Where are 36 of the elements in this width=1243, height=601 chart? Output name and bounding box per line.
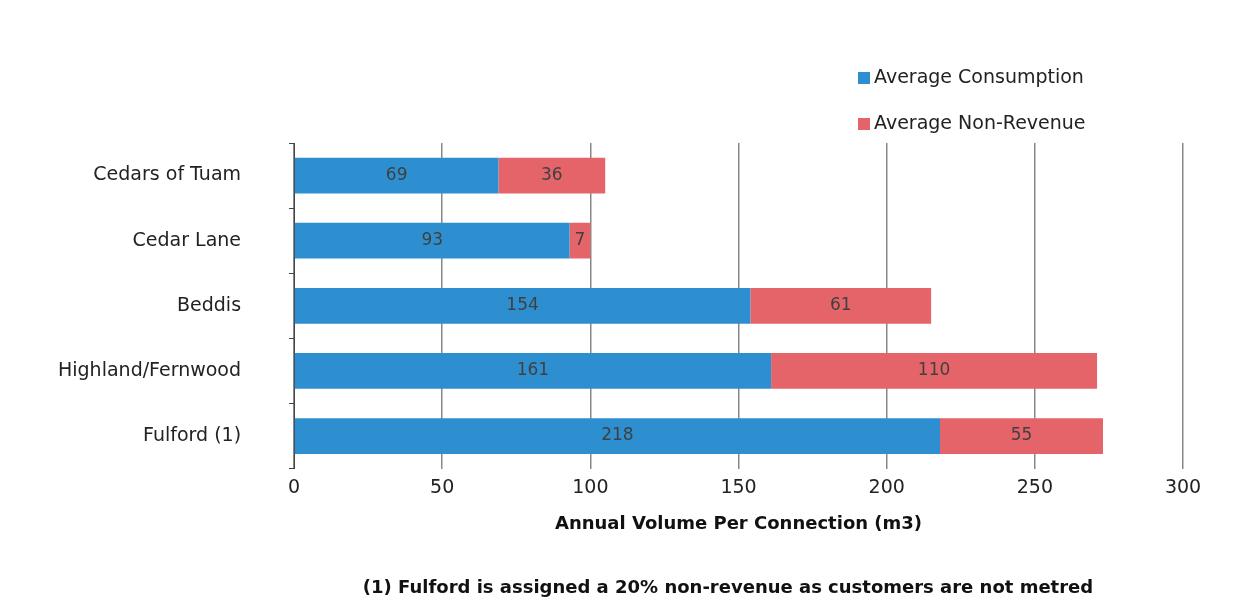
x-tick-label: 200: [868, 474, 905, 497]
legend-label: Average Non-Revenue: [874, 110, 1086, 133]
legend-label: Average Consumption: [874, 64, 1084, 87]
y-tick-label: Highland/Fernwood: [58, 357, 242, 380]
x-tick-label: 150: [720, 474, 757, 497]
data-label: 7: [574, 229, 586, 250]
data-label: 110: [917, 359, 951, 380]
data-label: 61: [829, 294, 852, 315]
data-label: 154: [506, 294, 539, 315]
y-tick-label: Cedars of Tuam: [93, 162, 242, 185]
y-tick-label: Beddis: [177, 292, 242, 315]
bar: [498, 157, 606, 194]
bar: [294, 157, 499, 194]
data-label: 161: [516, 359, 550, 380]
bar: [294, 287, 751, 324]
text: (1) Fulford is assigned a 20% non-revenue as customers are not metred: [362, 575, 1094, 597]
bar: [750, 287, 932, 324]
bar: [294, 418, 941, 454]
data-label: 69: [385, 163, 408, 184]
x-tick-label: 0: [288, 474, 301, 497]
data-label: 36: [541, 163, 563, 184]
x-tick-label: 100: [572, 474, 609, 497]
bar: [569, 222, 591, 259]
bar: [294, 353, 772, 389]
y-tick-label: Fulford (1): [143, 422, 242, 445]
bar: [771, 353, 1098, 389]
x-tick-label: 50: [430, 474, 455, 497]
x-axis-title: Annual Volume Per Connection (m3): [554, 511, 923, 533]
x-tick-label: 300: [1164, 474, 1202, 497]
data-label: 55: [1010, 424, 1033, 445]
y-tick-label: Cedar Lane: [132, 227, 242, 250]
bar: [294, 222, 570, 259]
data-label: 218: [601, 424, 634, 445]
data-label: 93: [421, 229, 444, 250]
x-tick-label: 250: [1016, 474, 1053, 497]
bar: [940, 418, 1103, 454]
